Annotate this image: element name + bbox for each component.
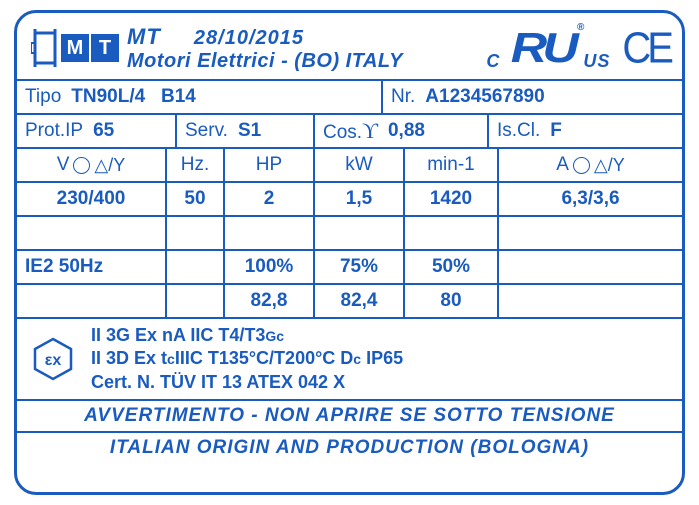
- tipo-label: Tipo: [25, 86, 61, 108]
- circle-icon: [573, 157, 590, 174]
- empty-cell: [167, 217, 225, 249]
- val-kw: 1,5: [315, 183, 405, 215]
- hdr-hp: HP: [225, 149, 315, 181]
- empty-cell: [405, 217, 499, 249]
- logo-box: M T: [31, 25, 119, 71]
- plate-border: M T MT 28/10/2015 Motori Elettrici - (BO…: [14, 10, 685, 495]
- val-p100: 100%: [225, 251, 315, 283]
- empty-cell: [17, 285, 167, 317]
- cell-prot: Prot.IP 65: [17, 115, 177, 147]
- val-p75: 75%: [315, 251, 405, 283]
- val-hz: 50: [167, 183, 225, 215]
- val-min1: 1420: [405, 183, 499, 215]
- circle-icon: [73, 157, 90, 174]
- nr-label: Nr.: [391, 86, 415, 108]
- empty-cell: [17, 217, 167, 249]
- row-values: 230/400 50 2 1,5 1420 6,3/3,6: [17, 181, 682, 215]
- empty-cell: [499, 285, 682, 317]
- serv-label: Serv.: [185, 120, 228, 142]
- empty-cell: [167, 285, 225, 317]
- nameplate: M T MT 28/10/2015 Motori Elettrici - (BO…: [0, 0, 699, 505]
- cos-label: Cos.ϒ: [323, 118, 378, 144]
- motor-icon: [31, 29, 59, 67]
- svg-text:εx: εx: [45, 352, 62, 369]
- eff-50: 80: [405, 285, 499, 317]
- empty-cell: [315, 217, 405, 249]
- eff-100: 82,8: [225, 285, 315, 317]
- val-v: 230/400: [17, 183, 167, 215]
- origin-row: ITALIAN ORIGIN AND PRODUCTION (BOLOGNA): [17, 431, 682, 463]
- row-empty: [17, 215, 682, 249]
- val-p50: 50%: [405, 251, 499, 283]
- ul-mark: C RU ® US: [494, 24, 590, 72]
- row-prot: Prot.IP 65 Serv. S1 Cos.ϒ 0,88 Is.Cl. F: [17, 113, 682, 147]
- atex-line-3: Cert. N. TÜV IT 13 ATEX 042 X: [91, 371, 403, 394]
- warning-row: AVVERTIMENTO - NON APRIRE SE SOTTO TENSI…: [17, 399, 682, 431]
- tipo-value: TN90L/4 B14: [71, 86, 196, 108]
- row-tipo: Tipo TN90L/4 B14 Nr. A1234567890: [17, 79, 682, 113]
- brand-line: Motori Elettrici - (BO) ITALY: [127, 50, 403, 73]
- empty-cell: [499, 251, 682, 283]
- empty-cell: [499, 217, 682, 249]
- ul-reg: ®: [577, 22, 584, 33]
- mt-square-m: M: [61, 34, 89, 62]
- ul-ru: RU: [511, 27, 574, 69]
- cos-value: 0,88: [388, 120, 425, 142]
- row-eff: 82,8 82,4 80: [17, 283, 682, 317]
- hdr-a: A△/Y: [499, 149, 682, 181]
- iscl-value: F: [550, 120, 562, 142]
- row-ie: IE2 50Hz 100% 75% 50%: [17, 249, 682, 283]
- brand-short: MT: [127, 24, 161, 49]
- ex-hexagon-icon: εx: [31, 337, 75, 381]
- empty-cell: [225, 217, 315, 249]
- eff-75: 82,4: [315, 285, 405, 317]
- atex-line-2: II 3D Ex tcIIIC T135°C/T200°C Dc IP65: [91, 347, 403, 370]
- atex-block: εx II 3G Ex nA IIC T4/T3Gc II 3D Ex tcII…: [17, 317, 682, 399]
- certifications: C RU ® US CE: [494, 24, 670, 72]
- ce-mark: CE: [622, 23, 670, 73]
- serv-value: S1: [238, 120, 261, 142]
- cell-cos: Cos.ϒ 0,88: [315, 115, 489, 147]
- ul-us: US: [583, 51, 610, 72]
- atex-line-1: II 3G Ex nA IIC T4/T3Gc: [91, 324, 403, 347]
- row-headers: V△/Y Hz. HP kW min-1 A△/Y: [17, 147, 682, 181]
- brand-text: MT 28/10/2015 Motori Elettrici - (BO) IT…: [127, 24, 403, 73]
- hdr-kw: kW: [315, 149, 405, 181]
- cell-iscl: Is.Cl. F: [489, 115, 682, 147]
- cell-serv: Serv. S1: [177, 115, 315, 147]
- cell-tipo: Tipo TN90L/4 B14: [17, 81, 383, 113]
- hdr-hz: Hz.: [167, 149, 225, 181]
- nr-value: A1234567890: [425, 86, 544, 108]
- empty-cell: [167, 251, 225, 283]
- hdr-min1: min-1: [405, 149, 499, 181]
- atex-text: II 3G Ex nA IIC T4/T3Gc II 3D Ex tcIIIC …: [91, 324, 403, 394]
- hdr-v: V△/Y: [17, 149, 167, 181]
- ul-c: C: [486, 51, 499, 72]
- date: 28/10/2015: [194, 27, 304, 49]
- val-a: 6,3/3,6: [499, 183, 682, 215]
- prot-value: 65: [93, 120, 114, 142]
- mt-square-t: T: [91, 34, 119, 62]
- header: M T MT 28/10/2015 Motori Elettrici - (BO…: [17, 13, 682, 79]
- val-hp: 2: [225, 183, 315, 215]
- val-ie: IE2 50Hz: [17, 251, 167, 283]
- cell-nr: Nr. A1234567890: [383, 81, 682, 113]
- iscl-label: Is.Cl.: [497, 120, 540, 142]
- prot-label: Prot.IP: [25, 120, 83, 142]
